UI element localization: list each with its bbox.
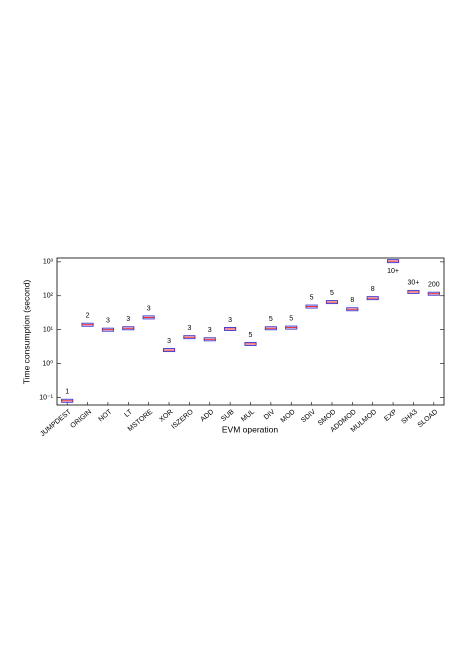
annotation: 5	[330, 290, 334, 297]
annotation: 3	[106, 318, 110, 325]
x-axis-title: EVM operation	[222, 424, 278, 434]
x-tick-label: SDIV	[300, 408, 317, 424]
annotation: 2	[86, 313, 90, 320]
annotation: 1	[65, 389, 69, 396]
annotation: 30+	[408, 280, 420, 287]
x-tick-label: ISZERO	[170, 408, 195, 430]
y-tick-label: 10³	[43, 259, 54, 266]
x-tick-label: XOR	[158, 409, 174, 424]
x-tick-label: NOT	[98, 408, 114, 423]
x-tick-label: DIV	[263, 408, 277, 421]
annotation: 5	[289, 315, 293, 322]
annotation: 3	[228, 317, 232, 324]
annotation: 5	[249, 332, 253, 339]
annotation: 8	[350, 297, 354, 304]
x-tick-label: MUL	[240, 409, 256, 424]
x-tick-label: SLOAD	[417, 409, 440, 430]
x-tick-label: MOD	[280, 409, 297, 425]
annotation: 10+	[387, 268, 399, 275]
x-tick-label: EXP	[383, 408, 398, 423]
annotation: 3	[126, 316, 130, 323]
annotation: 3	[208, 327, 212, 334]
annotation: 3	[147, 305, 151, 312]
annotation: 5	[269, 316, 273, 323]
x-tick-label: ORIGIN	[69, 409, 93, 430]
y-tick-label: 10⁰	[42, 359, 53, 367]
x-tick-label: ADD	[199, 409, 215, 424]
annotation: 3	[167, 338, 171, 345]
x-tick-label: SUB	[220, 408, 236, 423]
annotation: 3	[187, 325, 191, 332]
y-tick-label: 10¹	[43, 327, 54, 334]
annotation: 5	[310, 294, 314, 301]
y-axis-title: Time consumption (second)	[21, 280, 31, 385]
x-tick-label: JUMPDEST	[39, 408, 73, 438]
y-tick-label: 10²	[43, 293, 54, 300]
annotation: 200	[428, 282, 440, 289]
y-tick-label: 10⁻¹	[39, 394, 53, 401]
annotation: 8	[371, 286, 375, 293]
x-tick-label: LT	[123, 408, 134, 419]
